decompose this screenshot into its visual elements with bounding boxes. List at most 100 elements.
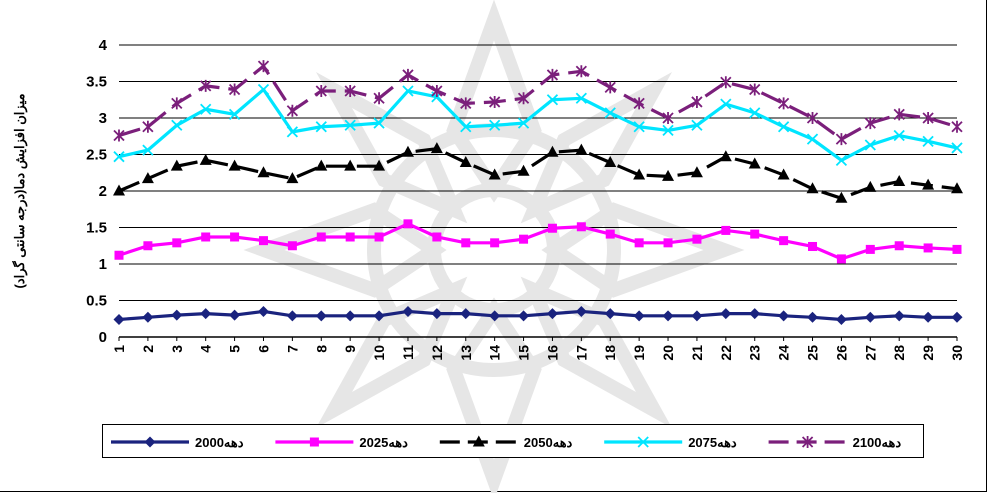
data-point (546, 145, 559, 157)
data-point (344, 159, 357, 171)
legend-label: دهه2025 (359, 435, 408, 450)
data-point (547, 223, 557, 233)
data-point (113, 129, 125, 142)
data-point (662, 169, 675, 181)
data-point (229, 309, 241, 321)
legend-marker (472, 435, 485, 447)
data-point (691, 95, 703, 108)
data-point (777, 97, 790, 110)
x-tick-label: 5 (227, 345, 243, 353)
legend: دهه2000 دهه2025 دهه2050 دهه2075 دهه2100 (102, 424, 924, 458)
x-tick-label: 30 (949, 345, 965, 361)
x-tick-label: 7 (284, 345, 300, 353)
data-point (546, 94, 559, 106)
data-point (894, 241, 904, 251)
data-point (344, 84, 356, 97)
data-point (663, 238, 673, 248)
data-point (171, 97, 183, 110)
series-line (118, 147, 958, 200)
x-tick-label: 4 (198, 345, 214, 353)
data-point (922, 178, 935, 190)
data-point (488, 168, 501, 180)
data-point (257, 60, 270, 73)
data-point (490, 238, 500, 248)
data-point (344, 119, 356, 131)
data-point (604, 81, 616, 94)
data-point (519, 234, 529, 244)
data-point (228, 159, 241, 171)
data-point (835, 191, 848, 203)
x-tick-label: 9 (342, 345, 358, 353)
data-point (141, 172, 154, 184)
y-tick-label: 3.5 (86, 74, 107, 91)
legend-item: دهه2025 (275, 435, 408, 450)
series-4 (113, 83, 963, 166)
data-point (142, 120, 154, 133)
data-point (460, 121, 472, 133)
x-tick-label: 20 (660, 345, 676, 361)
data-point (171, 309, 183, 321)
data-point (750, 229, 760, 239)
data-point (865, 244, 875, 254)
x-tick-label: 27 (862, 345, 878, 361)
data-point (517, 117, 530, 129)
data-point (489, 95, 501, 108)
data-point (864, 117, 876, 130)
x-tick-label: 28 (891, 345, 907, 361)
data-point (171, 119, 183, 131)
data-point (835, 154, 848, 166)
data-point (460, 308, 472, 320)
y-tick-label: 2.5 (86, 147, 107, 164)
data-point (373, 117, 385, 129)
x-tick-label: 13 (458, 345, 474, 361)
x-tick-label: 26 (833, 345, 849, 361)
data-point (228, 108, 241, 120)
data-point (201, 232, 211, 242)
data-point (806, 133, 819, 145)
data-point (431, 84, 443, 97)
data-point (836, 254, 846, 264)
x-tick-label: 16 (544, 345, 560, 361)
legend-label: دهه2100 (853, 435, 902, 450)
data-point (315, 121, 327, 133)
data-point (893, 310, 905, 322)
data-point (864, 180, 877, 192)
data-point (864, 311, 876, 323)
data-point (808, 241, 818, 251)
series-3 (113, 142, 963, 203)
series-line (118, 222, 958, 261)
data-point (576, 222, 586, 232)
x-tick-label: 23 (747, 345, 763, 361)
data-point (142, 311, 154, 323)
data-point (749, 83, 761, 96)
x-tick-label: 29 (920, 345, 936, 361)
legend-label: دهه2075 (688, 435, 737, 450)
data-point (575, 305, 587, 317)
data-point (113, 184, 125, 196)
data-point (170, 159, 183, 171)
data-point (143, 241, 153, 251)
data-point (373, 92, 385, 105)
data-point (777, 121, 790, 133)
x-axis-ticks: 1 2 3 4 5 6 7 8 9 10 11 12 13 14 15 16 17 18 19 20 21 22 23 24 2… (111, 337, 965, 361)
data-point (779, 236, 789, 246)
data-point (633, 168, 646, 180)
y-tick-label: 4 (99, 37, 108, 54)
data-point (546, 308, 558, 320)
data-point (461, 238, 471, 248)
data-point (690, 166, 703, 178)
data-point (604, 107, 616, 119)
data-point (287, 241, 297, 251)
data-point (633, 121, 645, 133)
data-point (835, 133, 848, 146)
data-point (692, 234, 702, 244)
x-tick-label: 18 (602, 345, 618, 361)
data-point (113, 313, 125, 325)
data-point (489, 310, 501, 322)
data-point (517, 164, 530, 176)
x-tick-label: 24 (776, 345, 792, 361)
legend-item: دهه2100 (768, 435, 902, 450)
data-point (257, 166, 270, 178)
data-point (951, 311, 963, 323)
